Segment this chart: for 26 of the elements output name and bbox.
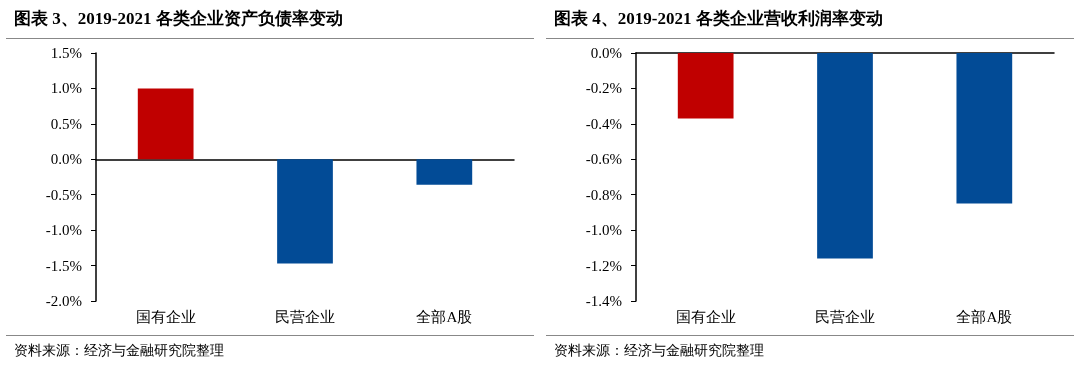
y-tick-label: 0.5% (50, 115, 82, 132)
x-tick-label: 民营企业 (815, 308, 875, 325)
y-tick-label: -0.6% (585, 151, 622, 168)
y-tick-label: 1.5% (50, 45, 82, 61)
x-tick-label: 国有企业 (675, 308, 736, 325)
y-tick-label: -0.4% (585, 115, 622, 132)
x-tick-label: 国有企业 (135, 308, 196, 325)
chart-title: 图表 3、2019-2021 各类企业资产负债率变动 (6, 0, 534, 39)
y-tick-label: -0.2% (585, 80, 622, 97)
chart-title: 图表 4、2019-2021 各类企业营收利润率变动 (546, 0, 1074, 39)
y-tick-label: -0.5% (45, 186, 82, 203)
x-tick-label: 全部A股 (416, 308, 473, 325)
y-tick-label: 0.0% (590, 45, 622, 61)
text: 资料来源：经济与金融研究院整理 (546, 335, 1074, 360)
y-tick-label: -2.0% (45, 293, 82, 309)
y-tick-label: -1.5% (45, 257, 82, 274)
y-tick-label: -1.2% (585, 257, 622, 274)
y-tick-label: 1.0% (50, 80, 82, 97)
x-tick-label: 全部A股 (956, 308, 1013, 325)
y-tick-label: -1.4% (585, 293, 622, 309)
y-tick-label: -1.0% (585, 222, 622, 239)
x-tick-label: 民营企业 (275, 308, 335, 325)
y-tick-label: -0.8% (585, 186, 622, 203)
text: 资料来源：经济与金融研究院整理 (6, 335, 534, 360)
y-tick-label: 0.0% (50, 151, 82, 168)
y-tick-label: -1.0% (45, 222, 82, 239)
